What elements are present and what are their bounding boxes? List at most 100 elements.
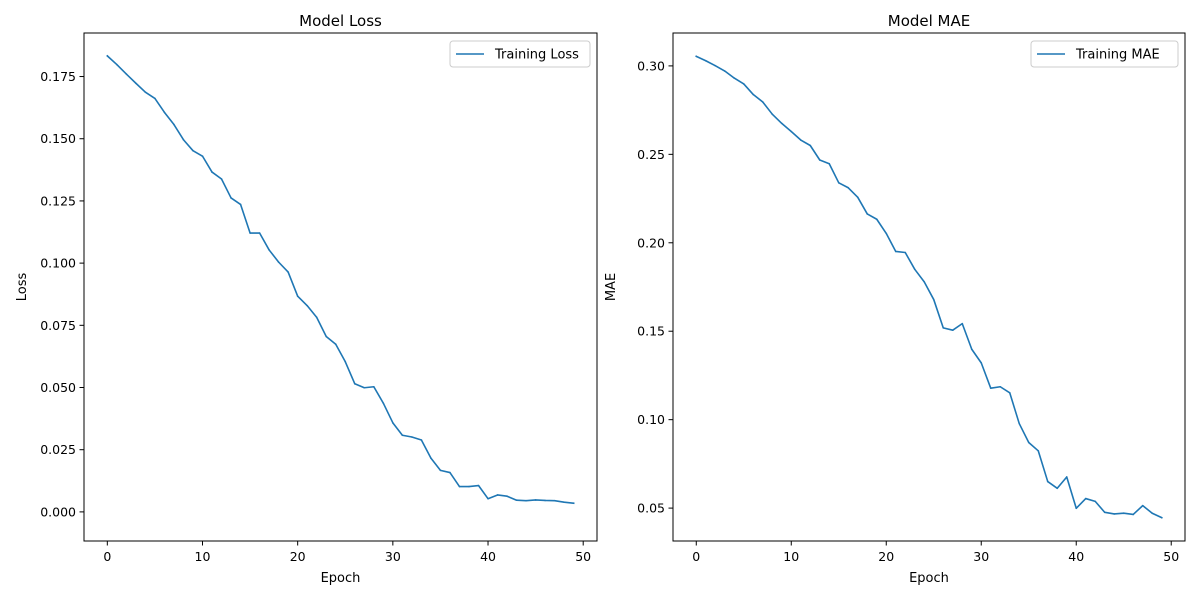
data-point (771, 113, 774, 115)
data-point (353, 382, 356, 385)
data-point (961, 322, 964, 325)
series-line-training-mae (695, 55, 1163, 519)
data-point (515, 499, 518, 502)
x-tick-label: 50 (575, 549, 591, 564)
data-point (980, 362, 983, 364)
data-point (904, 251, 907, 254)
data-point (1132, 513, 1135, 516)
data-point (496, 494, 499, 496)
data-point (477, 484, 480, 487)
data-point (1046, 480, 1049, 483)
x-tick-label: 30 (385, 549, 401, 564)
data-point (1151, 512, 1154, 515)
data-point (201, 155, 204, 157)
y-tick-label: 0.100 (40, 256, 76, 271)
data-point (249, 232, 251, 234)
data-point (1027, 441, 1030, 444)
y-tick-label: 0.075 (40, 318, 76, 333)
data-point (382, 402, 385, 404)
data-point (182, 138, 185, 141)
y-tick-label: 0.175 (40, 69, 76, 84)
y-tick-label: 0.05 (637, 501, 665, 516)
data-point (506, 495, 508, 498)
data-point (1056, 487, 1059, 490)
legend-label: Training MAE (1075, 48, 1160, 63)
data-point (847, 186, 850, 189)
data-point (392, 422, 394, 424)
y-tick-label: 0.10 (637, 412, 665, 427)
legend-box (449, 40, 591, 68)
data-point (230, 197, 232, 199)
data-point (334, 343, 337, 346)
data-point (780, 122, 783, 125)
data-point (875, 218, 878, 221)
x-tick-label: 40 (480, 549, 496, 564)
data-point (534, 499, 537, 501)
data-point (1084, 497, 1087, 500)
x-axis-label: Epoch (909, 571, 949, 586)
data-point (173, 123, 175, 126)
data-point (1037, 449, 1040, 452)
plot-frame (672, 32, 1186, 542)
data-point (220, 178, 223, 180)
data-point (704, 59, 707, 62)
x-tick-label: 50 (1163, 549, 1179, 564)
legend-box (1030, 40, 1179, 68)
data-point (135, 82, 137, 85)
y-axis-label: Loss (15, 273, 30, 302)
data-point (544, 499, 546, 502)
data-point (315, 316, 318, 319)
data-point (154, 97, 156, 100)
y-tick-label: 0.000 (40, 504, 76, 519)
x-tick-label: 20 (878, 549, 894, 564)
plot-frame (83, 32, 598, 542)
data-point (970, 348, 973, 351)
x-tick-label: 10 (195, 549, 211, 564)
x-axis-label: Epoch (321, 571, 361, 586)
data-point (742, 83, 745, 85)
y-tick-label: 0.20 (637, 235, 665, 250)
data-point (449, 471, 451, 474)
data-point (430, 457, 432, 459)
y-tick-label: 0.30 (637, 58, 665, 73)
data-point (239, 203, 242, 206)
data-point (487, 497, 489, 500)
data-point (885, 232, 888, 235)
data-point (1160, 516, 1163, 519)
data-point (1008, 391, 1011, 394)
y-tick-label: 0.125 (40, 193, 76, 208)
data-point (258, 232, 261, 234)
data-point (866, 213, 869, 215)
data-point (277, 261, 280, 263)
y-axis-label: MAE (604, 273, 619, 301)
data-point (999, 385, 1002, 388)
data-point (923, 281, 926, 283)
y-tick-label: 0.150 (40, 131, 76, 146)
data-point (287, 271, 289, 273)
data-point (723, 70, 726, 72)
data-point (733, 77, 736, 79)
data-point (420, 439, 423, 441)
x-tick-label: 10 (783, 549, 799, 564)
data-point (344, 360, 347, 363)
data-point (468, 485, 470, 488)
data-point (856, 196, 859, 199)
data-point (401, 434, 404, 437)
data-point (1094, 500, 1097, 503)
data-point (144, 91, 147, 94)
data-point (1018, 422, 1021, 425)
data-point (828, 162, 831, 165)
data-point (411, 436, 413, 438)
data-point (1065, 476, 1068, 478)
chart-title: Model Loss (299, 12, 382, 30)
data-point (439, 469, 442, 472)
x-tick-label: 0 (692, 549, 700, 564)
data-point (989, 387, 992, 389)
data-point (325, 335, 328, 338)
data-point (1075, 507, 1078, 510)
data-point (714, 64, 717, 67)
data-point (1103, 511, 1106, 514)
x-tick-label: 20 (290, 549, 306, 564)
data-point (458, 485, 461, 488)
